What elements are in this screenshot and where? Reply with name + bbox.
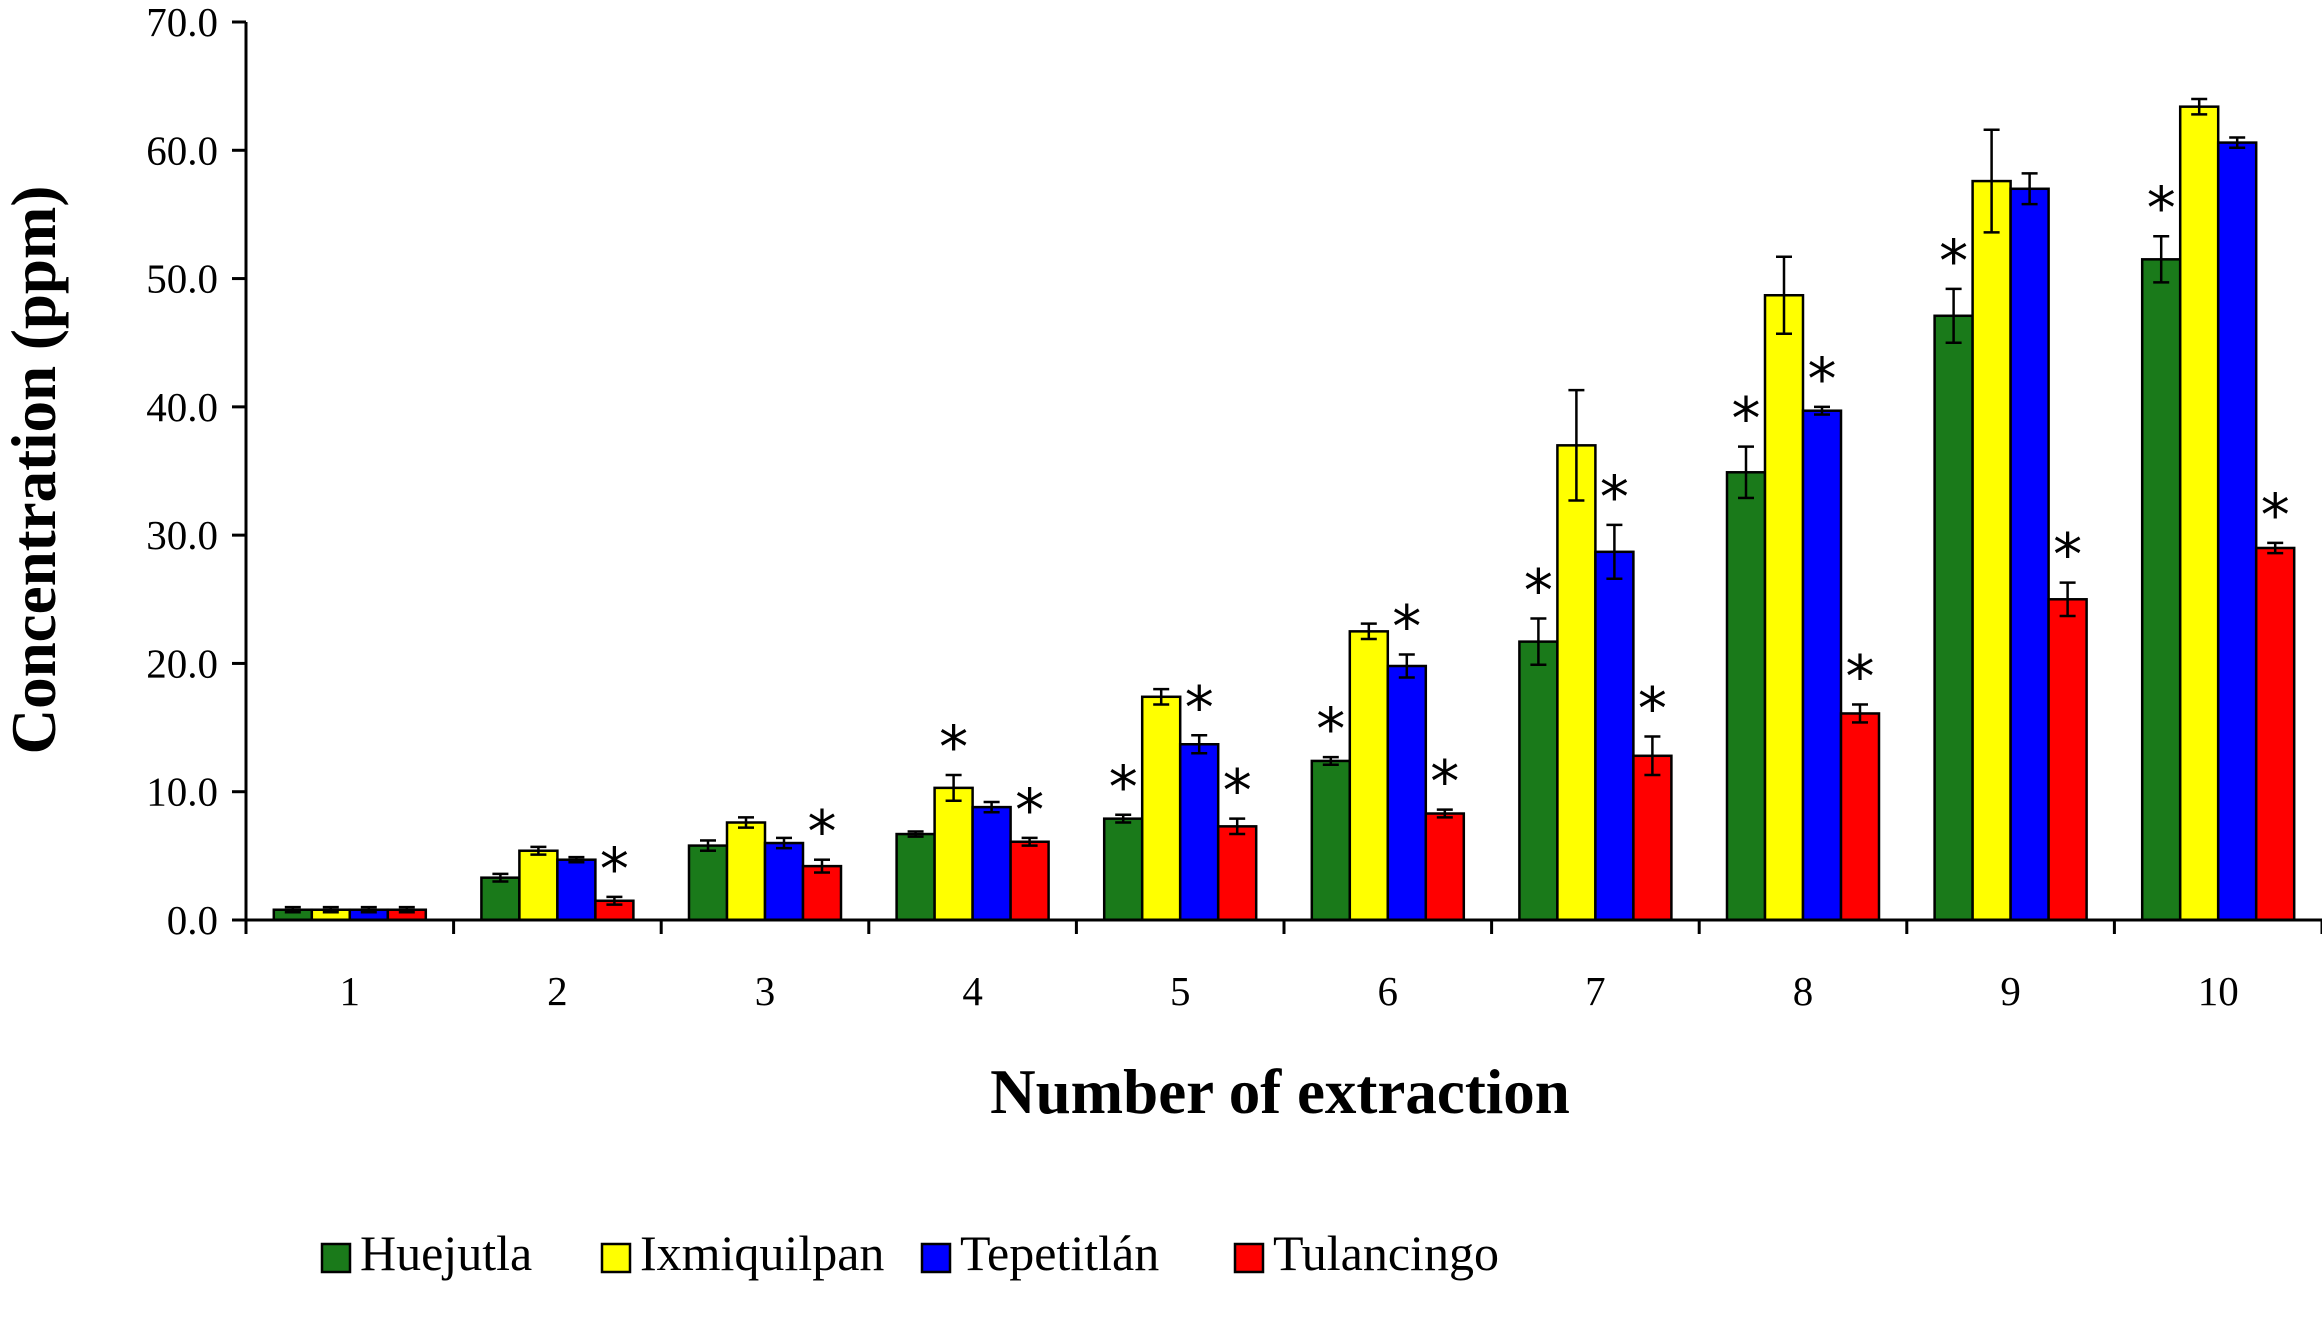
bar [518, 849, 559, 922]
significance-marker: * [2261, 481, 2290, 549]
y-tick-label: 40.0 [146, 384, 218, 430]
y-tick-label: 20.0 [146, 640, 218, 686]
legend-swatch [920, 1242, 952, 1274]
significance-marker: * [2147, 174, 2176, 242]
bar [2254, 546, 2296, 922]
bar [1216, 825, 1258, 922]
x-tick-label: 9 [2000, 968, 2021, 1014]
bar [895, 832, 936, 922]
legend: Huejutla Ixmiquilpan Tepetitlán Tulancingo [320, 1225, 1499, 1281]
bar [480, 876, 521, 922]
y-tick-label: 0.0 [167, 897, 218, 943]
x-tick-label: 10 [2198, 968, 2239, 1014]
bar [2178, 105, 2220, 922]
bar [1594, 550, 1635, 922]
x-tick-label: 5 [1170, 968, 1191, 1014]
significance-marker: * [1392, 592, 1421, 660]
bar [1632, 754, 1673, 922]
significance-marker: * [1316, 695, 1345, 763]
significance-marker: * [1846, 642, 1875, 710]
bar [763, 841, 805, 922]
bar [1140, 695, 1182, 922]
bar [1763, 293, 1805, 922]
bar [2009, 187, 2050, 922]
bar [556, 858, 597, 922]
bar [2140, 258, 2182, 922]
bar [933, 786, 974, 922]
significance-marker: * [1223, 757, 1252, 825]
bar [1424, 812, 1466, 922]
significance-marker: * [939, 713, 968, 781]
series-ixmiquilpan: * [310, 97, 2220, 922]
significance-marker: * [1185, 673, 1214, 741]
significance-marker: * [600, 835, 629, 903]
y-tick-label: 70.0 [146, 0, 218, 45]
series-tepetitlán: **** [348, 136, 2258, 922]
x-axis-title: Number of extraction [990, 1057, 1570, 1127]
y-axis: 0.0 10.0 20.0 30.0 40.0 50.0 60.0 70.0 [146, 0, 248, 943]
plot-area: ************* * * ** *** [272, 97, 2296, 922]
x-tick-label: 1 [340, 968, 361, 1014]
significance-marker: * [1808, 345, 1837, 413]
legend-label: Tepetitlán [960, 1225, 1159, 1281]
significance-marker: * [1600, 463, 1629, 531]
significance-marker: * [1109, 753, 1138, 821]
bar [2047, 598, 2088, 922]
bar [725, 821, 767, 922]
legend-label: Huejutla [360, 1225, 532, 1281]
significance-marker: * [808, 798, 837, 866]
significance-marker: * [1430, 748, 1459, 816]
bar [1102, 817, 1144, 922]
x-tick-label: 4 [962, 968, 983, 1014]
legend-swatch [1233, 1242, 1265, 1274]
bar [1971, 179, 2012, 922]
x-tick-label: 6 [1378, 968, 1399, 1014]
y-tick-label: 30.0 [146, 512, 218, 558]
y-tick-label: 50.0 [146, 256, 218, 302]
y-tick-label: 60.0 [146, 127, 218, 173]
bar [801, 864, 843, 922]
bar [1556, 444, 1597, 922]
bar [1801, 409, 1843, 922]
bar [1178, 742, 1220, 922]
y-tick-label: 10.0 [146, 769, 218, 815]
significance-marker: * [2053, 521, 2082, 589]
series-tulancingo: ** * * ** *** [386, 481, 2296, 922]
significance-marker: * [1638, 675, 1667, 743]
bar [1009, 840, 1050, 922]
bar [1518, 640, 1559, 922]
bar [2216, 141, 2258, 922]
y-axis-title: Concentration (ppm) [0, 186, 69, 755]
significance-marker: * [1524, 557, 1553, 625]
x-axis: 1 2 3 4 5 6 7 8 9 10 [244, 918, 2322, 1014]
legend-label: Ixmiquilpan [640, 1225, 884, 1281]
significance-marker: * [1939, 227, 1968, 295]
x-tick-label: 3 [755, 968, 776, 1014]
x-tick-label: 2 [547, 968, 568, 1014]
bar [971, 805, 1012, 922]
bar [1348, 630, 1390, 922]
significance-marker: * [1732, 385, 1761, 453]
bar [1933, 314, 1974, 922]
bar [1386, 664, 1428, 922]
bar [1725, 471, 1767, 922]
x-tick-label: 8 [1793, 968, 1814, 1014]
significance-marker: * [1015, 776, 1044, 844]
x-tick-label: 7 [1585, 968, 1606, 1014]
bar [687, 844, 729, 922]
bar [1310, 759, 1352, 922]
bar [1839, 712, 1881, 922]
legend-swatch [320, 1242, 352, 1274]
legend-label: Tulancingo [1273, 1225, 1499, 1281]
legend-swatch [600, 1242, 632, 1274]
